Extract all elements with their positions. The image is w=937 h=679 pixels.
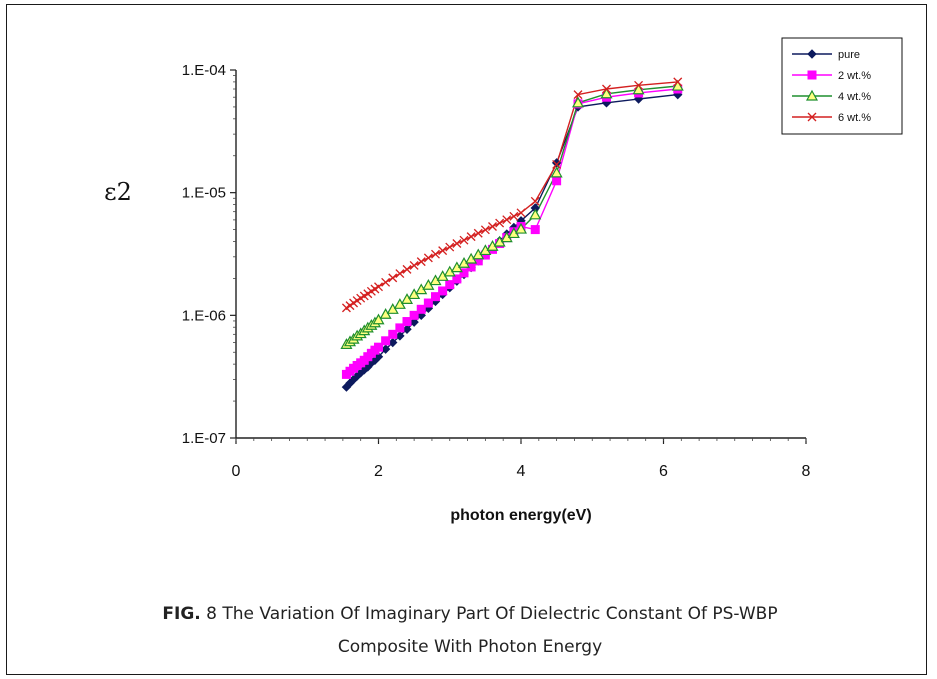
data-point-3-15 (417, 258, 425, 266)
data-point-3-13 (403, 265, 411, 273)
y-tick-label: 1.E-05 (182, 185, 226, 202)
legend-label-0: pure (838, 49, 860, 61)
legend-label-1: 2 wt.% (838, 70, 871, 82)
data-point-3-12 (396, 270, 404, 278)
caption-fig-label: FIG. (162, 604, 200, 624)
x-tick-label: 0 (232, 463, 241, 480)
data-point-1-31 (553, 177, 561, 185)
y-tick-label: 1.E-06 (182, 307, 226, 324)
y-tick-label: 1.E-07 (182, 430, 226, 447)
x-tick-label: 2 (374, 463, 383, 480)
data-point-3-11 (389, 274, 397, 282)
y-axis-title: ε2 (104, 178, 132, 206)
data-point-3-14 (410, 261, 418, 269)
caption-line-2: Composite With Photon Energy (70, 631, 870, 664)
data-point-3-10 (382, 278, 390, 286)
x-tick-label: 4 (517, 463, 526, 480)
y-tick-label: 1.E-04 (182, 62, 226, 79)
legend: pure 2 wt.% 4 wt.% 6 wt.% (782, 38, 902, 134)
x-tick-label: 6 (659, 463, 668, 480)
x-axis-title: photon energy(eV) (450, 507, 591, 524)
legend-marker-1 (808, 71, 816, 79)
caption-text-1: 8 The Variation Of Imaginary Part Of Die… (201, 604, 778, 624)
data-point-3-16 (424, 254, 432, 262)
axes: 1.E-07 1.E-06 1.E-05 1.E-04 0 2 4 6 8 photon ener… (104, 62, 810, 524)
caption-line-1: FIG. 8 The Variation Of Imaginary Part O… (70, 598, 870, 631)
data-point-3-9 (375, 283, 383, 291)
legend-label-2: 4 wt.% (838, 91, 871, 103)
data-point-1-30 (531, 226, 539, 234)
series-markers (341, 78, 682, 391)
figure-caption: FIG. 8 The Variation Of Imaginary Part O… (70, 598, 870, 664)
legend-label-3: 6 wt.% (838, 112, 871, 124)
x-tick-label: 8 (802, 463, 811, 480)
